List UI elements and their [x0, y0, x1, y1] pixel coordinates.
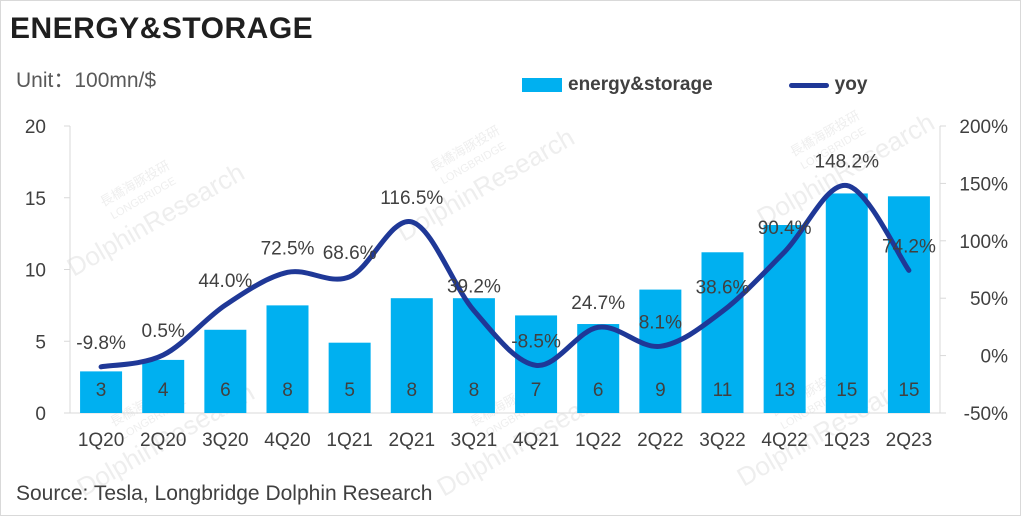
yoy-point	[535, 364, 537, 366]
bar-2q21	[390, 298, 433, 413]
yoy-value-label: 90.4%	[758, 218, 812, 239]
bar-2q20	[142, 359, 185, 413]
x-tick-label: 2Q22	[637, 430, 683, 451]
y-right-tick-label: 150%	[959, 174, 1008, 195]
x-tick-label: 4Q22	[761, 430, 807, 451]
bar-value-label: 15	[836, 380, 857, 401]
x-tick-label: 1Q23	[824, 430, 870, 451]
x-tick-label: 3Q20	[202, 430, 248, 451]
yoy-value-label: -9.8%	[76, 333, 126, 354]
bar-value-label: 9	[655, 380, 666, 401]
yoy-point	[659, 345, 661, 347]
bar-1q21	[328, 342, 371, 413]
x-tick-label: 1Q22	[575, 430, 621, 451]
yoy-value-label: 39.2%	[447, 277, 501, 298]
bar-value-label: 3	[96, 380, 107, 401]
yoy-value-label: 72.5%	[261, 238, 315, 259]
bar-3q20	[204, 329, 247, 413]
x-tick-label: 4Q20	[264, 430, 310, 451]
yoy-point	[349, 276, 351, 278]
bar-4q22	[763, 225, 806, 413]
y-left-tick-label: 10	[25, 261, 46, 282]
y-left-tick-label: 15	[25, 189, 46, 210]
yoy-point	[473, 310, 475, 312]
y-right-tick-label: 200%	[959, 117, 1008, 138]
bar-1q22	[577, 324, 620, 413]
y-left-tick-label: 5	[35, 332, 46, 353]
yoy-point	[224, 304, 226, 306]
y-left-tick-label: 0	[35, 404, 46, 425]
yoy-value-label: 116.5%	[380, 188, 443, 209]
legend: energy&storage yoy	[522, 74, 943, 96]
yoy-point	[722, 310, 723, 312]
yoy-value-label: 8.1%	[639, 312, 682, 333]
bar-value-label: 13	[774, 380, 795, 401]
yoy-point	[162, 354, 164, 356]
chart-title: ENERGY&STORAGE	[10, 12, 314, 45]
bar-1q20	[80, 371, 123, 413]
bar-value-label: 8	[282, 380, 293, 401]
yoy-value-label: 44.0%	[198, 271, 252, 292]
bar-1q23	[825, 193, 868, 413]
bar-3q22	[701, 252, 744, 413]
x-tick-label: 2Q21	[389, 430, 435, 451]
x-tick-label: 2Q20	[140, 430, 186, 451]
yoy-value-label: 74.2%	[882, 236, 936, 257]
yoy-value-label: 148.2%	[815, 151, 880, 172]
bar-value-label: 8	[406, 380, 417, 401]
yoy-value-label: 38.6%	[696, 277, 750, 298]
yoy-point	[411, 221, 413, 223]
y-right-tick-label: 100%	[959, 232, 1008, 253]
yoy-value-label: 68.6%	[323, 243, 377, 264]
bar-value-label: 4	[158, 380, 169, 401]
yoy-value-label: 24.7%	[571, 293, 625, 314]
yoy-point	[784, 251, 786, 253]
legend-label-energy-storage: energy&storage	[568, 74, 713, 95]
legend-swatch-bar	[522, 78, 562, 92]
yoy-point	[846, 184, 848, 186]
x-tick-label: 1Q20	[78, 430, 124, 451]
bar-3q21	[452, 298, 495, 413]
bar-value-label: 11	[713, 380, 733, 401]
legend-item-energy-storage: energy&storage	[522, 74, 713, 96]
bar-value-label: 7	[531, 380, 542, 401]
bar-value-label: 6	[593, 380, 604, 401]
x-tick-label: 3Q21	[451, 430, 497, 451]
y-right-tick-label: -50%	[964, 404, 1008, 425]
yoy-point	[908, 269, 910, 271]
bar-4q20	[266, 305, 309, 413]
legend-item-yoy: yoy	[788, 74, 868, 96]
yoy-point	[100, 366, 102, 368]
source-note: Source: Tesla, Longbridge Dolphin Resear…	[16, 482, 433, 505]
yoy-value-label: -8.5%	[511, 331, 561, 352]
x-tick-label: 2Q23	[886, 430, 932, 451]
y-right-tick-label: 0%	[981, 347, 1009, 368]
bar-value-label: 5	[344, 380, 355, 401]
yoy-point	[597, 326, 599, 328]
x-tick-label: 4Q21	[513, 430, 559, 451]
bar-value-label: 15	[898, 380, 919, 401]
x-tick-label: 1Q21	[326, 430, 372, 451]
bar-value-label: 6	[220, 380, 231, 401]
x-tick-label: 3Q22	[699, 430, 745, 451]
legend-swatch-line	[788, 82, 829, 88]
y-right-tick-label: 50%	[970, 289, 1008, 310]
unit-label: Unit：100mn/$	[16, 69, 157, 92]
legend-label-yoy: yoy	[834, 74, 868, 95]
yoy-point	[287, 271, 288, 273]
bar-2q22	[639, 289, 682, 413]
y-left-tick-label: 20	[25, 117, 46, 138]
bar-value-label: 8	[469, 380, 480, 401]
bar-2q23	[887, 196, 930, 413]
yoy-value-label: 0.5%	[142, 321, 185, 342]
